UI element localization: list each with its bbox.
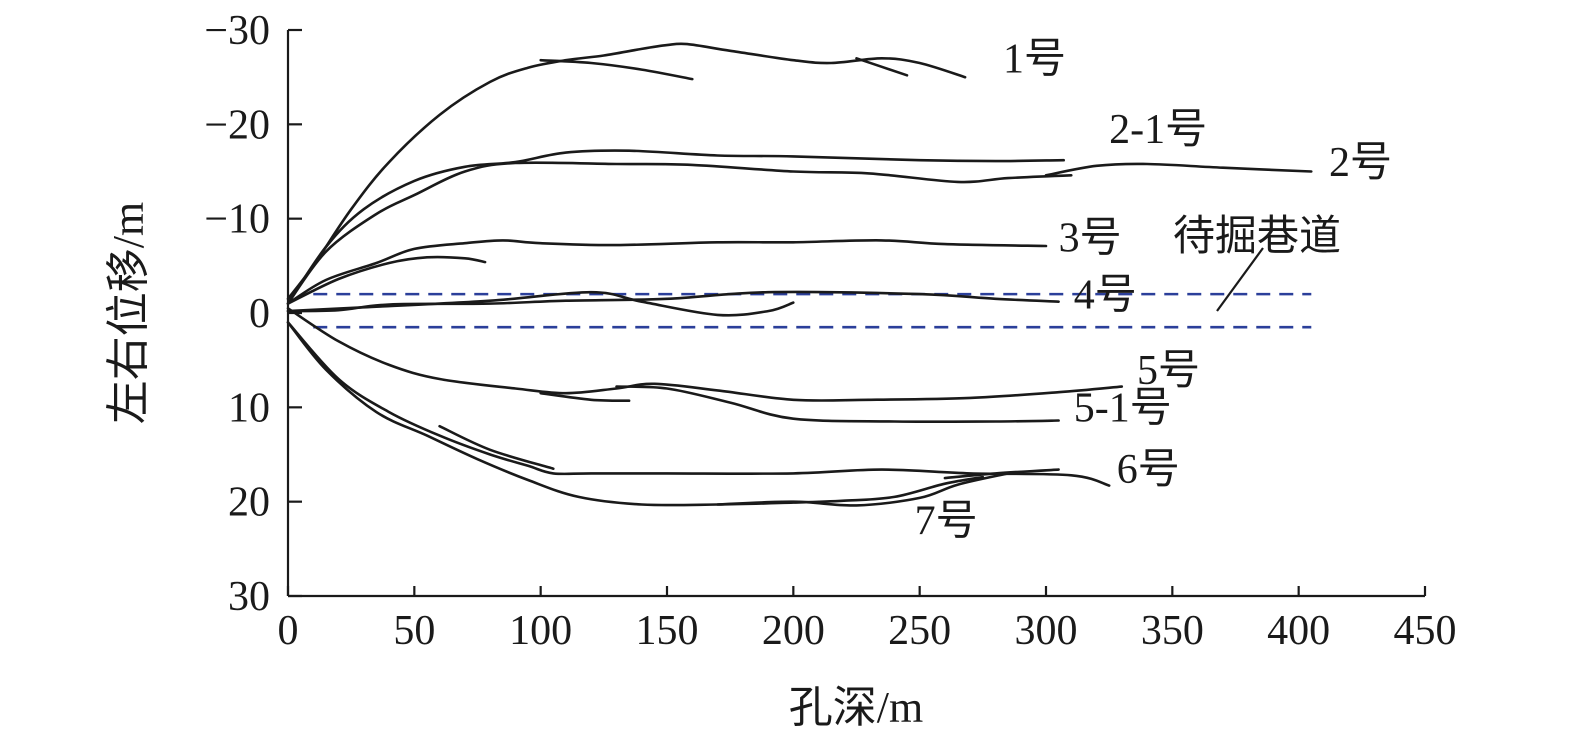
y-tick-label: −20 — [204, 102, 270, 148]
series-line-5-1 — [615, 385, 1060, 424]
series-line-2 — [286, 161, 1073, 305]
y-tick-label: 20 — [228, 480, 270, 526]
series-line-5 — [286, 307, 1124, 402]
series-line-1 — [539, 58, 694, 81]
x-tick-label: 300 — [1015, 608, 1078, 654]
y-tick-label: −30 — [204, 8, 270, 54]
series-label-5-1: 5-1号 — [1074, 385, 1172, 431]
series-line-7 — [286, 321, 985, 507]
series-line-4 — [286, 290, 795, 317]
x-ticks: 0 50 100 150 200 250 300 350 400 450 — [278, 586, 1457, 654]
x-tick-label: 50 — [393, 608, 435, 654]
y-tick-label: −10 — [204, 197, 270, 243]
y-tick-label: 10 — [228, 385, 270, 431]
roadway-annotation: 待掘巷道 — [1173, 214, 1341, 312]
y-tick-label: 0 — [249, 291, 270, 337]
x-axis-title: 孔深/m — [789, 683, 923, 732]
x-tick-label: 150 — [636, 608, 699, 654]
series-line-2 — [1044, 162, 1313, 177]
y-tick-label: 30 — [228, 574, 270, 620]
x-tick-label: 200 — [762, 608, 825, 654]
x-tick-label: 400 — [1267, 608, 1330, 654]
series-label-5: 5号 — [1137, 348, 1200, 394]
roadway-label: 待掘巷道 — [1173, 214, 1341, 260]
series-line-5 — [539, 391, 631, 402]
x-tick-label: 350 — [1141, 608, 1204, 654]
series-label-2: 2号 — [1329, 140, 1392, 186]
series-line-6 — [286, 321, 1111, 487]
series-line-7 — [716, 472, 1010, 507]
series-label-4: 4号 — [1074, 272, 1137, 318]
series-line-1 — [855, 57, 909, 77]
series-line-3 — [286, 255, 487, 305]
series-group — [286, 42, 1313, 507]
series-line-7 — [438, 424, 555, 470]
series-label-1: 1号 — [1003, 36, 1066, 82]
series-line-6 — [943, 468, 1060, 480]
x-tick-label: 250 — [888, 608, 951, 654]
roadway-leader-line — [1216, 247, 1264, 312]
x-tick-label: 100 — [509, 608, 572, 654]
axes — [286, 30, 1425, 598]
x-tick-label: 450 — [1394, 608, 1457, 654]
y-ticks: −30 −20 −10 0 10 20 30 — [204, 8, 302, 620]
roadway-boundary-lines — [313, 292, 1312, 329]
series-line-3 — [286, 239, 1048, 305]
series-label-3: 3号 — [1059, 216, 1122, 262]
series-line-1 — [286, 42, 967, 301]
y-axis-title: 左右位移/m — [104, 202, 153, 424]
series-line-4 — [286, 290, 1060, 313]
series-label-7: 7号 — [915, 499, 978, 545]
series-label-2-1: 2-1号 — [1109, 107, 1207, 153]
x-tick-label: 0 — [278, 608, 299, 654]
series-line-2-1 — [286, 149, 1065, 305]
series-label-6: 6号 — [1117, 447, 1180, 493]
